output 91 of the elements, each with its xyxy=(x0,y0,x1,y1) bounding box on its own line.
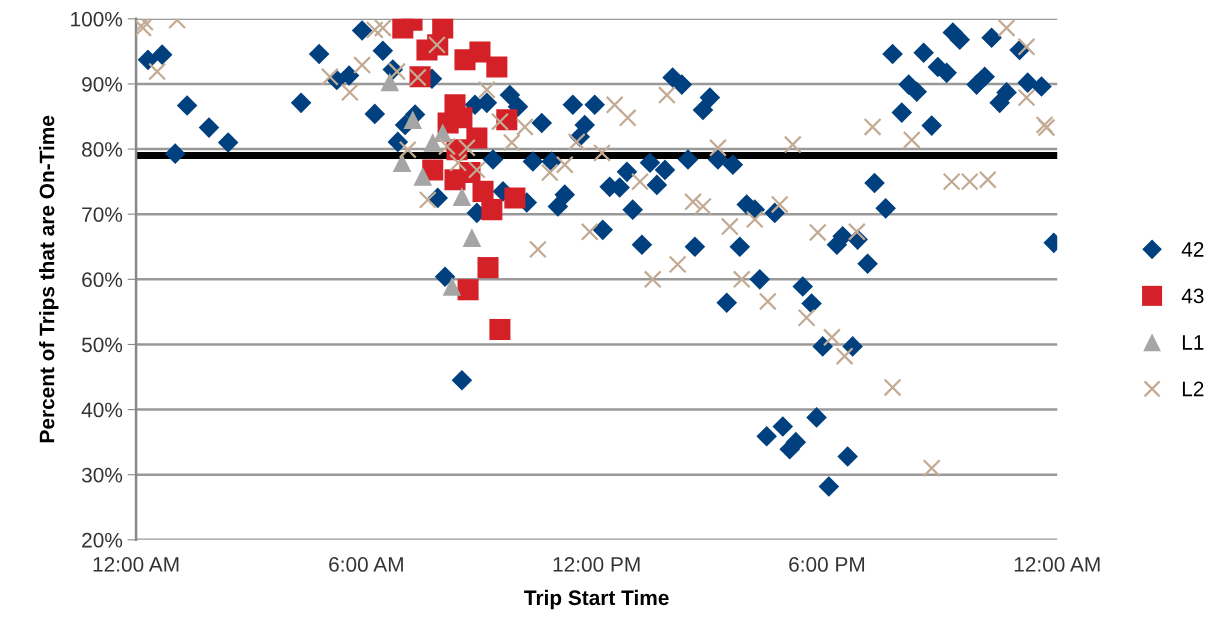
point xyxy=(540,163,559,182)
legend-label: 43 xyxy=(1181,288,1204,304)
point xyxy=(643,270,662,289)
point xyxy=(413,167,433,186)
point xyxy=(388,62,407,81)
y-tick-label: 100% xyxy=(71,11,123,27)
y-tick-label: 50% xyxy=(81,337,123,353)
point xyxy=(403,110,423,130)
point xyxy=(618,108,637,127)
point xyxy=(708,138,727,157)
point xyxy=(797,308,816,327)
point xyxy=(922,459,941,478)
point xyxy=(683,192,702,211)
y-tick-label: 70% xyxy=(82,207,123,222)
point xyxy=(592,143,612,162)
point xyxy=(486,56,508,78)
point xyxy=(902,130,921,149)
x-axis-title: Trip Start Time xyxy=(524,589,669,610)
point xyxy=(320,67,339,86)
y-tick-label: 90% xyxy=(82,76,123,92)
point xyxy=(452,187,472,206)
point xyxy=(808,223,827,242)
point xyxy=(997,18,1016,37)
point xyxy=(668,255,687,274)
point xyxy=(392,153,412,173)
point xyxy=(693,197,712,216)
point xyxy=(469,41,491,63)
point xyxy=(467,160,486,179)
y-tick-label: 20% xyxy=(82,532,123,548)
point xyxy=(770,195,789,214)
point xyxy=(449,153,468,172)
point xyxy=(423,133,443,152)
point xyxy=(457,138,476,157)
point xyxy=(365,20,384,39)
point xyxy=(481,199,503,221)
y-axis-title: Percent of Trips that are On-Time xyxy=(39,115,59,443)
point xyxy=(398,140,417,159)
point xyxy=(477,80,496,99)
point xyxy=(442,277,462,296)
point xyxy=(835,347,854,366)
point xyxy=(605,95,624,114)
point xyxy=(380,72,400,92)
x-tick-label: 12:00 AM xyxy=(1014,557,1100,572)
x-tick-label: 6:00 AM xyxy=(329,557,403,572)
point xyxy=(418,190,437,209)
point xyxy=(148,62,167,81)
point xyxy=(502,133,521,152)
point xyxy=(758,292,777,311)
y-tick-label: 30% xyxy=(81,467,123,483)
point xyxy=(472,180,494,202)
point xyxy=(457,279,479,301)
point xyxy=(466,127,488,149)
point xyxy=(408,68,427,87)
x-tick-label: 12:00 PM xyxy=(553,557,640,572)
point xyxy=(462,228,482,247)
point xyxy=(489,318,511,341)
point xyxy=(437,137,456,156)
point xyxy=(392,18,414,39)
point xyxy=(580,222,599,241)
point xyxy=(504,187,526,209)
point xyxy=(340,83,359,102)
point xyxy=(745,210,764,229)
point xyxy=(720,217,739,236)
point xyxy=(416,39,438,61)
point xyxy=(847,222,866,241)
point xyxy=(477,257,499,279)
point xyxy=(732,270,751,289)
point xyxy=(567,132,586,151)
point xyxy=(353,56,372,75)
point xyxy=(630,172,650,191)
point xyxy=(1017,88,1036,107)
legend-label: L1 xyxy=(1182,335,1204,350)
point xyxy=(528,240,547,259)
point xyxy=(1017,37,1036,56)
legend-label: L2 xyxy=(1182,381,1204,397)
point xyxy=(883,378,902,397)
point xyxy=(444,169,466,191)
y-tick-label: 40% xyxy=(81,402,123,418)
x-tick-label: 6:00 PM xyxy=(789,557,865,572)
point xyxy=(657,85,676,105)
point xyxy=(555,155,574,174)
y-tick-label: 60% xyxy=(82,272,123,288)
y-tick-label: 80% xyxy=(82,142,123,157)
legend-label: 42 xyxy=(1181,242,1204,257)
point xyxy=(822,328,841,347)
point xyxy=(373,18,392,37)
point xyxy=(783,135,802,154)
point xyxy=(490,112,509,131)
point xyxy=(515,117,534,136)
point xyxy=(863,117,882,136)
x-tick-label: 12:00 AM xyxy=(93,557,179,572)
